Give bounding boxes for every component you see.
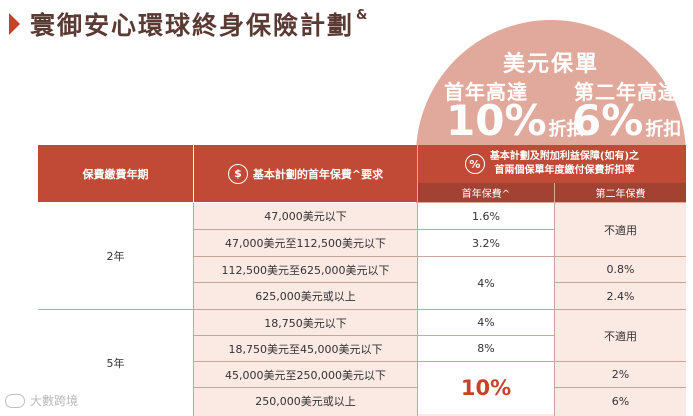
- header-discount-text: 基本計劃及附加利益保障(如有)之 首兩個保單年度繳付保費折扣率: [490, 150, 639, 178]
- premium-row: 112,500美元至625,000美元以下: [221, 263, 390, 277]
- grid-line: [555, 387, 686, 388]
- grid-line: [194, 335, 554, 336]
- grid-line: [194, 361, 686, 362]
- promo-first-year-value: 10% 折扣: [446, 100, 585, 142]
- second-year-rate: 6%: [611, 394, 630, 408]
- second-year-rate: 2%: [611, 368, 630, 381]
- premium-row: 45,000美元至250,000美元以下: [225, 368, 386, 382]
- header-term: 保費繳費年期: [38, 145, 193, 202]
- first-year-rate-highlight: 10%: [418, 362, 554, 414]
- percent-icon: %: [464, 154, 485, 174]
- watermark-logo-icon: [5, 393, 25, 408]
- promo-heading: 美元保單: [502, 52, 599, 77]
- second-year-rate: 2.4%: [606, 289, 635, 303]
- second-year-rate: 不適用: [604, 223, 637, 237]
- header-discount-line1: 基本計劃及附加利益保障(如有)之: [489, 151, 640, 162]
- premium-row: 18,750美元至45,000美元以下: [228, 342, 383, 356]
- promo-first-year-label: 首年高達: [444, 80, 528, 104]
- grid-line: [194, 229, 554, 230]
- promo-second-year-label: 第二年高達: [574, 80, 679, 104]
- promo-first-year-pct: 10%: [446, 96, 547, 145]
- first-year-rate: 4%: [418, 310, 554, 335]
- grid-line: [194, 256, 686, 257]
- watermark: 大數跨境: [5, 392, 78, 409]
- first-year-rate: 1.6%: [418, 203, 554, 229]
- premium-row: 18,750美元以下: [264, 316, 347, 330]
- second-year-rate: 0.8%: [606, 263, 635, 276]
- grid-line: [555, 282, 686, 283]
- header-premium-label: 基本計劃的首年保費^要求: [252, 167, 384, 181]
- dollar-icon: $: [227, 163, 248, 184]
- watermark-text: 大數跨境: [30, 394, 79, 408]
- header-second-year: 第二年保費: [555, 183, 686, 202]
- page-title: 寰御安心環球終身保險計劃 &: [30, 6, 369, 42]
- premium-row: 250,000美元或以上: [255, 395, 356, 408]
- title-arrow-icon: [9, 13, 20, 35]
- premium-row: 625,000美元或以上: [255, 290, 356, 303]
- term-5-year: 5年: [38, 310, 193, 416]
- first-year-rate: 3.2%: [418, 230, 554, 256]
- promo-first-year-unit: 折扣: [548, 119, 585, 140]
- first-year-rate-merged: 4%: [418, 257, 554, 309]
- premium-row: 47,000美元以下: [264, 210, 347, 223]
- grid-line: [194, 282, 417, 283]
- header-first-year: 首年保費^: [418, 183, 554, 202]
- grid-line: [194, 387, 417, 388]
- grid-line: [38, 309, 686, 310]
- term-2-year: 2年: [38, 203, 193, 309]
- promo-second-year-value: 6% 折扣: [572, 100, 681, 142]
- page-title-text: 寰御安心環球終身保險計劃: [30, 11, 355, 40]
- second-year-rate: 不適用: [604, 329, 637, 343]
- title-footnote-mark: &: [356, 8, 370, 23]
- header-discount: % 基本計劃及附加利益保障(如有)之 首兩個保單年度繳付保費折扣率: [418, 145, 686, 183]
- promo-second-year-pct: 6%: [572, 96, 644, 145]
- premium-row: 47,000美元至112,500美元以下: [225, 237, 386, 250]
- first-year-rate: 8%: [418, 336, 554, 361]
- header-premium: $ 基本計劃的首年保費^要求: [194, 145, 417, 202]
- header-discount-line2: 首兩個保單年度繳付保費折扣率: [494, 165, 635, 176]
- promo-second-year-unit: 折扣: [645, 119, 682, 140]
